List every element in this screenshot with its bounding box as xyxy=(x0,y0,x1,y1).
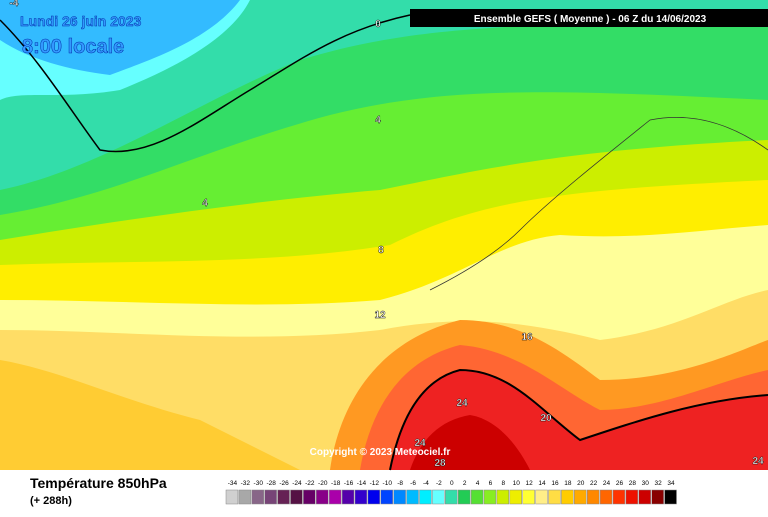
legend-swatch xyxy=(406,489,419,505)
legend-label: 4 xyxy=(476,480,480,487)
time: 8:00 locale xyxy=(22,36,124,58)
legend-swatch xyxy=(419,489,432,505)
legend-swatch xyxy=(328,489,342,505)
contour-label: 4 xyxy=(375,115,381,126)
legend-label: -14 xyxy=(357,480,367,487)
legend-label: -22 xyxy=(305,480,315,487)
legend-label: -34 xyxy=(228,480,238,487)
legend-label: -28 xyxy=(266,480,276,487)
copyright: Copyright © 2023 Meteociel.fr xyxy=(310,447,451,458)
legend-label: -30 xyxy=(254,480,264,487)
date: Lundi 26 juin 2023 xyxy=(20,13,142,29)
legend-label: 14 xyxy=(538,480,546,487)
legend-swatch xyxy=(316,489,329,505)
legend-label: 28 xyxy=(629,480,637,487)
contour-label: 28 xyxy=(434,458,446,469)
legend-label: 0 xyxy=(450,480,454,487)
contour-label: 24 xyxy=(752,456,764,467)
legend-label: -16 xyxy=(344,480,354,487)
legend-swatch xyxy=(548,489,561,505)
coastline xyxy=(429,116,768,291)
legend-label: 6 xyxy=(489,480,493,487)
legend-label: 8 xyxy=(502,480,506,487)
legend-label: 12 xyxy=(526,480,534,487)
legend-label: 32 xyxy=(655,480,663,487)
legend-label: -4 xyxy=(423,480,429,487)
greenland xyxy=(0,0,240,75)
legend-label: 2 xyxy=(463,480,467,487)
legend-swatch xyxy=(290,489,303,505)
legend-swatch xyxy=(341,489,355,505)
legend-label: 34 xyxy=(667,480,675,487)
contour-label: 16 xyxy=(521,332,533,343)
legend-label: 10 xyxy=(513,480,521,487)
legend-swatch xyxy=(380,489,393,505)
footer-title: Température 850hPa xyxy=(30,475,167,491)
legend-swatch xyxy=(264,489,277,505)
legend-swatch xyxy=(470,489,484,505)
lead-time: (+ 288h) xyxy=(30,495,72,507)
legend-swatch xyxy=(651,489,664,505)
contour-line xyxy=(389,368,768,471)
legend-label: 18 xyxy=(564,480,572,487)
run-banner xyxy=(410,9,768,27)
legend-label: 16 xyxy=(551,480,559,487)
contour-label: 12 xyxy=(374,310,386,321)
legend-label: -6 xyxy=(410,480,416,487)
legend-label: -32 xyxy=(241,480,251,487)
legend-swatch xyxy=(586,489,600,505)
legend-swatch xyxy=(522,489,535,505)
legend-swatch xyxy=(238,489,252,505)
legend-label: 30 xyxy=(642,480,650,487)
legend-swatch xyxy=(612,489,626,505)
legend-label: -18 xyxy=(331,480,341,487)
legend-swatch xyxy=(561,489,574,505)
band-orange-left xyxy=(0,360,300,470)
legend-swatch xyxy=(445,489,458,505)
contour-label: 8 xyxy=(378,245,384,256)
legend-swatch xyxy=(483,489,497,505)
legend-swatch xyxy=(509,489,522,505)
run-info: Ensemble GEFS ( Moyenne ) - 06 Z du 14/0… xyxy=(474,14,707,25)
contour-label: -4 xyxy=(10,0,19,9)
legend-swatch xyxy=(664,489,677,505)
legend-swatch xyxy=(625,489,639,505)
band-dark-red xyxy=(410,415,530,470)
legend-swatch xyxy=(599,489,613,505)
legend-label: 24 xyxy=(603,480,611,487)
legend-swatch xyxy=(367,489,381,505)
legend-swatch xyxy=(354,489,368,505)
legend-label: -10 xyxy=(383,480,393,487)
contour-label: 24 xyxy=(414,438,426,449)
legend-label: -2 xyxy=(436,480,442,487)
legend-swatch xyxy=(277,489,290,505)
legend-swatch xyxy=(432,489,445,505)
coastline xyxy=(0,14,411,153)
legend-swatch xyxy=(225,489,239,505)
contour-label: 4 xyxy=(202,198,208,209)
legend-label: 22 xyxy=(590,480,598,487)
legend-label: -24 xyxy=(292,480,302,487)
legend-swatch xyxy=(496,489,510,505)
legend-label: -26 xyxy=(279,480,289,487)
legend-swatch xyxy=(574,489,587,505)
contour-label: 0 xyxy=(375,19,381,30)
legend-label: -8 xyxy=(397,480,403,487)
legend-swatch xyxy=(251,489,264,505)
legend-swatch xyxy=(303,489,316,505)
legend-label: -12 xyxy=(370,480,380,487)
legend-label: 26 xyxy=(616,480,624,487)
legend-swatch xyxy=(638,489,651,505)
legend-label: -20 xyxy=(318,480,328,487)
legend-swatch xyxy=(393,489,406,505)
legend-swatch xyxy=(457,489,471,505)
contour-label: 20 xyxy=(540,413,552,424)
legend-swatch xyxy=(535,489,548,505)
contour-label: 24 xyxy=(456,398,468,409)
legend-label: 20 xyxy=(577,480,585,487)
